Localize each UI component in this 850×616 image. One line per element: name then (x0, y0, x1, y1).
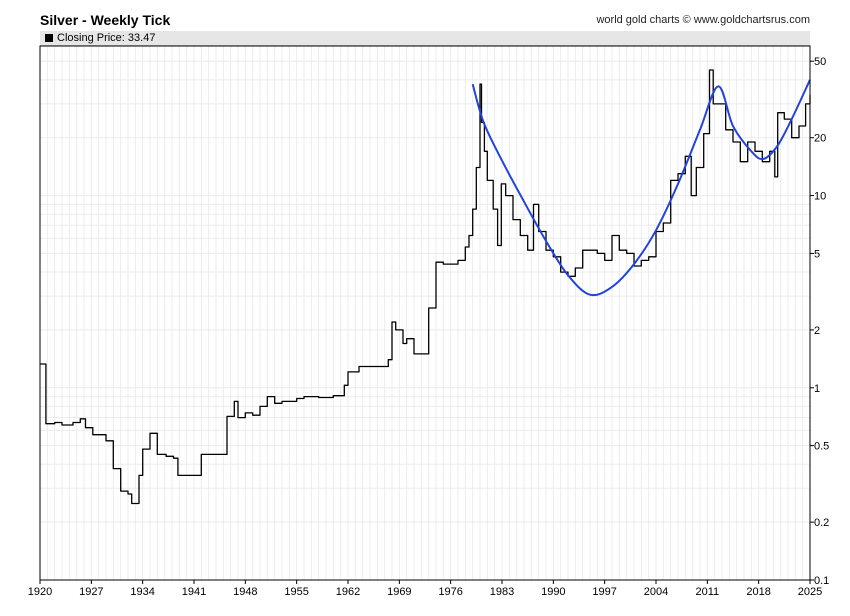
y-tick-label: 2 (814, 325, 820, 337)
legend-swatch (45, 34, 53, 42)
x-tick-label: 1997 (592, 586, 616, 598)
y-tick-label: 10 (814, 191, 826, 203)
x-tick-label: 2018 (746, 586, 770, 598)
chart-title: Silver - Weekly Tick (40, 12, 171, 28)
y-axis: 0.1 0.2 0.5 1 2 5 10 20 50 (810, 56, 829, 587)
y-tick-label: 50 (814, 56, 826, 68)
grid (40, 46, 810, 580)
source-credit: world gold charts © www.goldchartsrus.co… (596, 14, 810, 26)
x-tick-label: 1955 (284, 586, 308, 598)
y-tick-label: 5 (814, 248, 820, 260)
x-tick-label: 2004 (644, 586, 668, 598)
y-tick-label: 1 (814, 383, 820, 395)
x-tick-label: 1962 (336, 586, 360, 598)
x-tick-label: 1948 (233, 586, 257, 598)
legend-label: Closing Price: 33.47 (57, 32, 156, 44)
x-tick-label: 1983 (490, 586, 514, 598)
x-tick-label: 1969 (387, 586, 411, 598)
y-tick-label: 0.2 (814, 517, 829, 529)
x-tick-label: 1934 (130, 586, 154, 598)
x-tick-label: 1927 (79, 586, 103, 598)
trend-curve-line (471, 79, 811, 297)
x-tick-label: 1920 (28, 586, 52, 598)
plot-frame (39, 45, 811, 581)
y-tick-label: 0.5 (814, 441, 829, 453)
x-tick-label: 1941 (182, 586, 206, 598)
x-tick-label: 1976 (438, 586, 462, 598)
x-axis: 1920 1927 1934 1941 1948 1955 1962 1969 1976 1983… (28, 580, 822, 598)
price-series-line (40, 69, 811, 505)
y-tick-label: 20 (814, 133, 826, 145)
x-tick-label: 2011 (696, 586, 720, 598)
x-tick-label: 2025 (798, 586, 822, 598)
series-layer (40, 69, 811, 505)
x-tick-label: 1990 (541, 586, 565, 598)
y-tick-label: 0.1 (814, 575, 829, 587)
